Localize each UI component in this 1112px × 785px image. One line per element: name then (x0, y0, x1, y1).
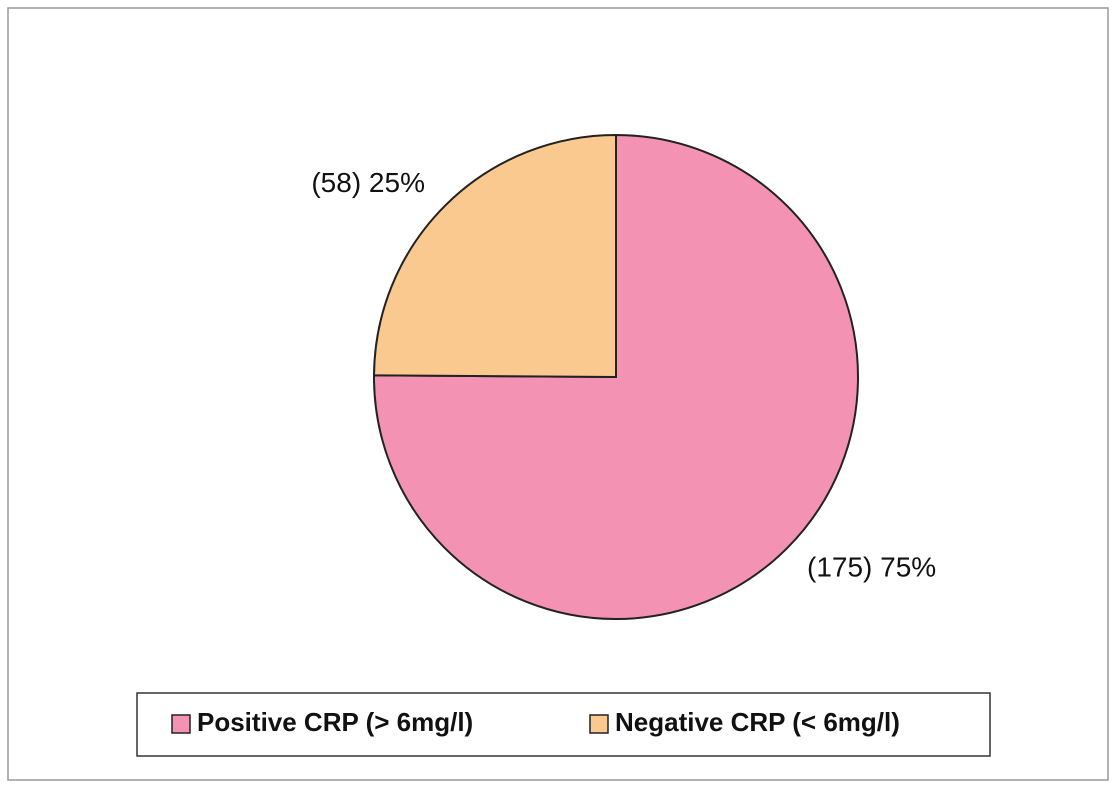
legend-label: Negative CRP (< 6mg/l) (615, 707, 900, 737)
legend-swatch (589, 714, 609, 734)
legend-box (136, 692, 991, 757)
legend-swatch (171, 714, 191, 734)
legend-label: Positive CRP (> 6mg/l) (197, 707, 473, 737)
pie-slice (373, 133, 859, 620)
pie-slice (372, 133, 617, 379)
data-label: (175) 75% (807, 552, 936, 583)
data-label: (58) 25% (311, 167, 425, 198)
